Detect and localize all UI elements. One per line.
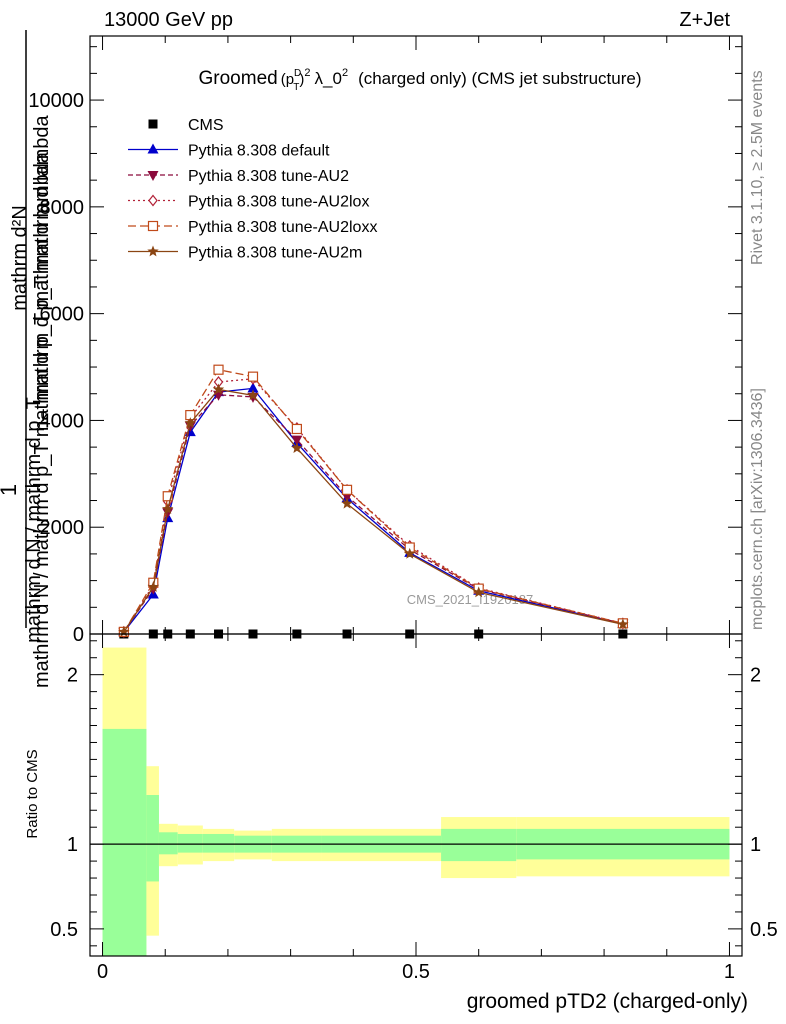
data-point bbox=[247, 389, 259, 401]
data-point bbox=[341, 484, 353, 495]
legend-item: Pythia 8.308 tune-AU2m bbox=[128, 245, 362, 262]
legend-label: Pythia 8.308 tune-AU2 bbox=[188, 168, 349, 185]
legend-marker bbox=[147, 220, 159, 232]
ratio-y-tick-label-right: 0.5 bbox=[750, 919, 778, 941]
series-3 bbox=[119, 372, 628, 638]
series-line bbox=[123, 388, 624, 633]
legend-label: Pythia 8.308 tune-AU2loxx bbox=[188, 219, 377, 236]
stat-uncertainty-band bbox=[102, 728, 147, 956]
ratio-y-tick-label: 2 bbox=[67, 665, 78, 687]
legend-label: Pythia 8.308 tune-AU2m bbox=[188, 245, 362, 262]
stat-uncertainty-band bbox=[177, 833, 203, 853]
data-point bbox=[291, 435, 303, 446]
process-label: Z+Jet bbox=[679, 9, 730, 31]
legend-item: Pythia 8.308 tune-AU2loxx bbox=[128, 219, 377, 236]
legend-marker bbox=[148, 119, 158, 129]
legend-label: CMS bbox=[188, 117, 224, 134]
ratio-y-tick-label-right: 2 bbox=[750, 665, 761, 687]
ratio-ticks: 0.5 0.5 1 1 2 2 0 0.5 1 bbox=[50, 634, 778, 983]
data-point bbox=[212, 383, 225, 395]
y-label-numerator: mathrm d²N bbox=[9, 205, 31, 311]
y-label-one: 1 bbox=[0, 484, 21, 496]
series-2 bbox=[118, 390, 629, 638]
stat-uncertainty-band bbox=[146, 795, 159, 882]
y-axis-label: mathrm d²N mathrm d p_T mathrm d lambda … bbox=[0, 30, 53, 688]
data-point bbox=[247, 371, 259, 382]
main-y-tick-label: 4000 bbox=[40, 410, 85, 432]
x-axis-label: groomed pTD2 (charged-only) bbox=[467, 990, 748, 1013]
main-plot: Groomed (pD T)2 λ_02 (charged only) (CMS jet… bbox=[0, 30, 743, 688]
main-y-tick-label: 0 bbox=[73, 624, 84, 646]
legend-item: Pythia 8.308 tune-AU2lox bbox=[128, 194, 369, 211]
legend-marker bbox=[148, 194, 158, 207]
ratio-y-label: Ratio to CMS bbox=[24, 749, 41, 838]
main-y-tick-label: 8000 bbox=[40, 197, 85, 219]
stat-uncertainty-band bbox=[202, 833, 235, 853]
series-line bbox=[123, 378, 624, 633]
y-label-denominator: mathrm d N / mathrm d p_T bbox=[23, 397, 45, 643]
x-tick-label: 0 bbox=[97, 961, 108, 983]
data-point bbox=[291, 442, 303, 453]
data-point bbox=[184, 417, 196, 428]
ratio-y-tick-label-right: 1 bbox=[750, 834, 761, 856]
legend-item: Pythia 8.308 tune-AU2 bbox=[128, 168, 349, 185]
ratio-y-tick-label: 0.5 bbox=[50, 919, 78, 941]
data-point bbox=[162, 503, 174, 514]
main-y-tick-label: 10000 bbox=[28, 90, 84, 112]
stat-uncertainty-band bbox=[158, 832, 178, 855]
chart-title: Groomed (pD T)2 λ_02 (charged only) (CMS jet… bbox=[199, 67, 642, 93]
legend: CMS Pythia 8.308 default Pythia 8.308 tune… bbox=[128, 117, 377, 262]
ratio-bands bbox=[102, 647, 730, 956]
legend-marker bbox=[147, 143, 159, 154]
legend-item: CMS bbox=[148, 117, 224, 134]
data-point bbox=[473, 586, 485, 598]
legend-item: Pythia 8.308 default bbox=[128, 143, 330, 160]
data-point bbox=[118, 625, 130, 637]
series-line bbox=[123, 394, 624, 633]
energy-label: 13000 GeV pp bbox=[104, 9, 233, 31]
main-ticks: 0 2000 4000 6000 8000 10000 bbox=[28, 36, 742, 646]
main-y-tick-label: 6000 bbox=[40, 304, 85, 326]
ratio-plot: 0.5 0.5 1 1 2 2 0 0.5 1 Ratio to CMS groomed pTD… bbox=[24, 633, 778, 1013]
y-label-numerator-2: mathrm d p_T mathrm d lambda bbox=[31, 114, 53, 400]
data-point bbox=[162, 491, 173, 502]
rivet-version-label: Rivet 3.1.10, ≥ 2.5M events bbox=[749, 70, 766, 265]
legend-marker bbox=[147, 245, 159, 257]
series-4 bbox=[118, 364, 628, 637]
series-line bbox=[123, 368, 624, 633]
series-5 bbox=[118, 383, 629, 637]
data-point bbox=[291, 423, 302, 435]
main-y-tick-label: 2000 bbox=[40, 517, 85, 539]
data-point bbox=[617, 618, 629, 630]
series-line bbox=[123, 387, 624, 633]
data-point bbox=[147, 581, 159, 592]
main-marks bbox=[118, 364, 629, 639]
legend-marker bbox=[147, 171, 159, 181]
y-label-denominator-2: mathrm d N / mathrm d p_T mathrm d p_T m… bbox=[31, 151, 53, 688]
stat-uncertainty-band bbox=[441, 828, 517, 862]
legend-label: Pythia 8.308 tune-AU2lox bbox=[188, 194, 369, 211]
data-point bbox=[247, 382, 259, 393]
data-point bbox=[162, 508, 174, 519]
legend-label: Pythia 8.308 default bbox=[188, 143, 330, 160]
x-tick-label: 0.5 bbox=[402, 961, 430, 983]
data-point bbox=[404, 547, 416, 559]
data-point bbox=[341, 497, 353, 509]
ratio-y-tick-label: 1 bbox=[67, 834, 78, 856]
mcplots-label: mcplots.cern.ch [arXiv:1306.3436] bbox=[749, 388, 766, 630]
x-tick-label: 1 bbox=[724, 961, 735, 983]
ratio-frame bbox=[89, 633, 743, 957]
data-point bbox=[213, 364, 224, 375]
